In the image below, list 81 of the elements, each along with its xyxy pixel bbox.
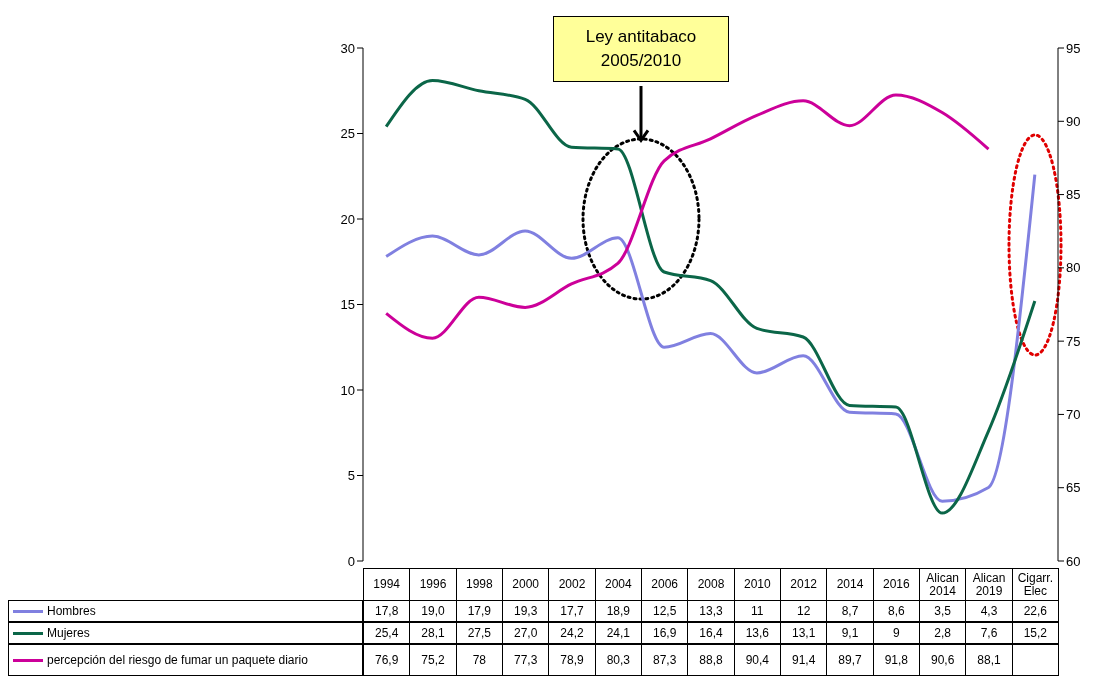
x-tick-label: 2006 [641,568,689,601]
data-label: 78 [455,644,503,676]
legend-label: Hombres [47,603,96,618]
line-series [384,173,1037,503]
x-tick-label: Cigarr. Elec [1011,568,1059,601]
x-tick-label: 2008 [687,568,735,601]
y2-tick-label: 95 [1066,40,1081,56]
x-tick-label: 2010 [733,568,781,601]
data-label: 75,2 [409,644,457,676]
y-tick-label: 10 [340,382,355,398]
x-tick-label: 2004 [594,568,642,601]
data-label: 25,4 [363,622,411,644]
y-tick-label: 30 [340,40,355,56]
x-tick-label: Alican 2019 [965,568,1013,601]
data-label: 27,0 [502,622,550,644]
y2-tick-label: 80 [1066,260,1081,276]
data-label: 91,4 [780,644,828,676]
data-label: 22,6 [1011,600,1059,622]
data-label: 17,8 [363,600,411,622]
data-label: 4,3 [965,600,1013,622]
y-tick-label: 20 [340,211,355,227]
data-label: 7,6 [965,622,1013,644]
data-label: 13,1 [780,622,828,644]
y2-tick-label: 60 [1066,553,1081,569]
data-label: 90,4 [733,644,781,676]
data-label: 24,2 [548,622,596,644]
data-label: 80,3 [594,644,642,676]
y-tick-label: 25 [340,126,355,142]
x-tick-label: 1994 [363,568,411,601]
data-label: 8,7 [826,600,874,622]
data-label: 9,1 [826,622,874,644]
data-label: 15,2 [1011,622,1059,644]
x-tick-label: 2012 [780,568,828,601]
x-tick-label: 2016 [872,568,920,601]
data-label: 18,9 [594,600,642,622]
data-label: 77,3 [502,644,550,676]
data-label: 12 [780,600,828,622]
data-label: 78,9 [548,644,596,676]
data-label: 17,9 [455,600,503,622]
legend-label: Mujeres [47,625,90,640]
y-tick-label: 5 [347,468,355,484]
data-label: 12,5 [641,600,689,622]
x-tick-label: 1998 [455,568,503,601]
data-label: 88,8 [687,644,735,676]
data-label: 11 [733,600,781,622]
line-series [384,93,990,340]
data-label: 27,5 [455,622,503,644]
y2-tick-label: 75 [1066,333,1081,349]
data-label: 76,9 [363,644,411,676]
data-label: 16,9 [641,622,689,644]
data-label: 8,6 [872,600,920,622]
y2-tick-label: 70 [1066,407,1081,423]
data-label: 13,6 [733,622,781,644]
y2-tick-label: 65 [1066,480,1081,496]
data-label: 19,0 [409,600,457,622]
y-tick-label: 0 [347,553,355,569]
x-tick-label: 2002 [548,568,596,601]
data-label: 2,8 [919,622,967,644]
line-series [384,78,1037,515]
data-label: 87,3 [641,644,689,676]
data-label: 13,3 [687,600,735,622]
data-label: 9 [872,622,920,644]
data-label: 91,8 [872,644,920,676]
x-tick-label: 2000 [502,568,550,601]
data-label: 16,4 [687,622,735,644]
data-label: 90,6 [919,644,967,676]
y2-tick-label: 85 [1066,187,1081,203]
x-tick-label: 1996 [409,568,457,601]
data-label: 28,1 [409,622,457,644]
note-box: Ley antitabaco 2005/2010 [553,16,729,82]
x-tick-label: 2014 [826,568,874,601]
legend-label: percepción del riesgo de fumar un paquete diario [47,652,308,667]
data-label: 24,1 [594,622,642,644]
y2-tick-label: 90 [1066,113,1081,129]
data-label: 3,5 [919,600,967,622]
y-tick-label: 15 [340,297,355,313]
data-label: 19,3 [502,600,550,622]
data-label: 17,7 [548,600,596,622]
x-tick-label: Alican 2014 [919,568,967,601]
data-label: 89,7 [826,644,874,676]
data-label: 88,1 [965,644,1013,676]
